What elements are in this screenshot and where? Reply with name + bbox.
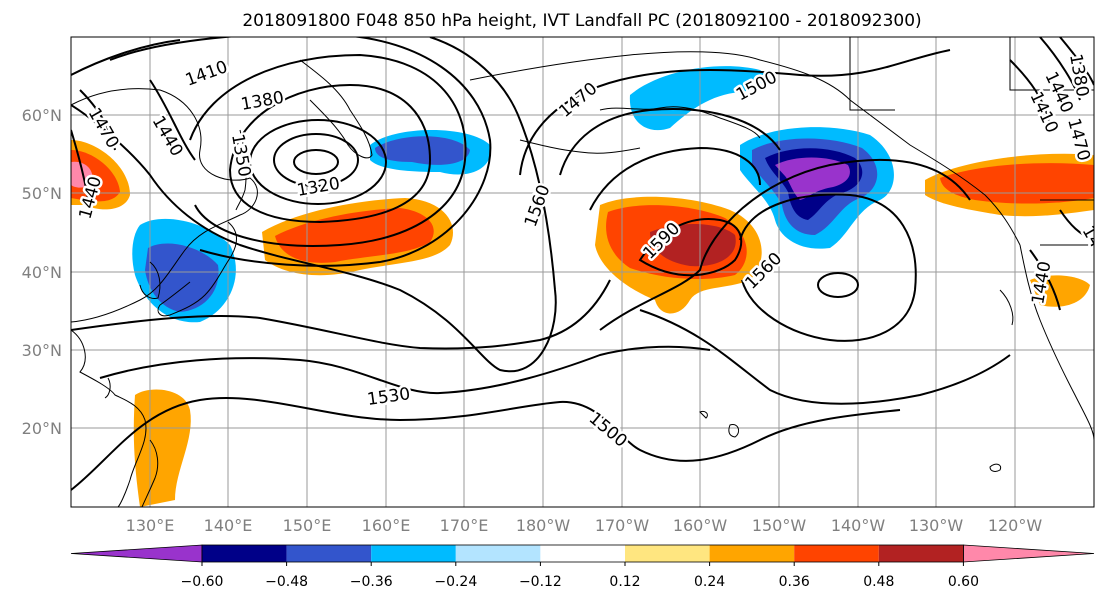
lon-label: 140°E [204,516,253,535]
colorbar-ticks [201,562,964,566]
colorbar: −0.60 −0.48 −0.36 −0.24 −0.12 0.12 0.24 … [70,544,1095,590]
colorbar-label: −0.12 [519,574,562,590]
colorbar-label: −0.24 [434,574,477,590]
colorbar-segment [286,545,372,562]
lon-label: 130°W [909,516,964,535]
coastlines [71,37,1094,507]
colorbar-extend-min [70,544,203,563]
colorbar-label: 0.24 [694,574,725,590]
lon-label: 180°W [516,516,571,535]
lon-label: 160°W [673,516,728,535]
colorbar-label: −0.36 [350,574,393,590]
colorbar-segment [794,545,879,562]
colorbar-segment [625,545,710,562]
lat-label: 50°N [22,184,62,203]
colorbar-boxes [70,544,1095,563]
lon-label: 150°E [283,516,332,535]
lon-label: 140°W [831,516,886,535]
height-contours [71,37,1094,491]
graticule [71,37,1094,507]
colorbar-extend-max [963,544,1095,563]
colorbar-segment [709,545,795,562]
latitude-labels: 60°N 50°N 40°N 30°N 20°N [22,106,62,438]
lon-label: 160°E [362,516,411,535]
colorbar-label: 0.48 [863,574,894,590]
lat-label: 60°N [22,106,62,125]
lon-label: 170°W [595,516,650,535]
map-title: 2018091800 F048 850 hPa height, IVT Land… [242,11,921,31]
colorbar-segment [540,545,625,562]
colorbar-label: −0.60 [181,574,224,590]
colorbar-label: −0.48 [265,574,308,590]
map-area: 1410 1380 1470 1440 1350 1320 1440 1560 … [71,37,1094,507]
colorbar-label: 0.60 [948,574,979,590]
colorbar-label: 0.12 [609,574,640,590]
colorbar-outline [201,544,964,563]
lon-label: 170°E [440,516,489,535]
lon-label: 150°W [752,516,807,535]
colorbar-segment [202,545,287,562]
colorbar-label: 0.36 [779,574,810,590]
lat-label: 30°N [22,341,62,360]
longitude-labels: 130°E 140°E 150°E 160°E 170°E 180°W 170°… [126,516,1043,535]
map-frame [70,36,1095,508]
lon-label: 130°E [126,516,175,535]
lat-label: 40°N [22,263,62,282]
colorbar-segment [878,545,964,562]
lat-label: 20°N [22,419,62,438]
colorbar-segment [371,545,456,562]
lon-label: 120°W [988,516,1043,535]
colorbar-segment [455,545,541,562]
